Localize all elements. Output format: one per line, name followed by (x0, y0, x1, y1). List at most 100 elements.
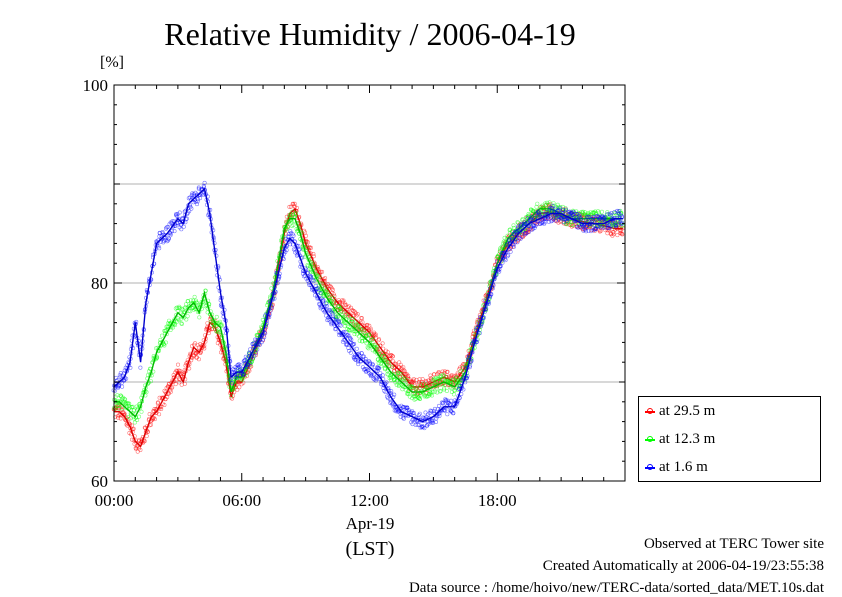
data-point (410, 417, 415, 422)
data-point (144, 434, 149, 439)
data-point (127, 401, 132, 406)
data-point (399, 372, 404, 377)
data-point (430, 389, 435, 394)
data-point (579, 224, 584, 229)
data-point (179, 306, 184, 311)
data-point (577, 224, 582, 229)
data-point (603, 225, 608, 230)
data-point (445, 412, 450, 417)
data-point (518, 236, 523, 241)
data-point (376, 366, 381, 371)
data-point (440, 401, 445, 406)
data-point (214, 314, 219, 319)
data-point (598, 228, 603, 233)
data-point (611, 219, 616, 224)
data-point (398, 414, 403, 419)
data-point (405, 391, 410, 396)
y-tick-label: 100 (83, 76, 109, 95)
data-point (298, 264, 303, 269)
data-point (120, 396, 125, 401)
data-point (333, 327, 338, 332)
data-point (502, 235, 507, 240)
data-point (375, 344, 380, 349)
data-point (341, 329, 346, 334)
data-point (334, 319, 339, 324)
data-point (592, 220, 597, 225)
data-point (377, 374, 382, 379)
legend-swatch-red (645, 406, 655, 418)
data-point (477, 331, 482, 336)
data-point (580, 209, 585, 214)
data-point (321, 298, 326, 303)
data-point (117, 384, 122, 389)
data-point (383, 359, 388, 364)
data-point (152, 417, 157, 422)
data-point (432, 389, 437, 394)
data-point (451, 379, 456, 384)
data-point (236, 363, 241, 368)
data-point (354, 313, 359, 318)
data-point (417, 396, 422, 401)
data-point (135, 417, 140, 422)
data-point (182, 381, 187, 386)
data-point (134, 319, 139, 324)
data-point (440, 372, 445, 377)
data-point (179, 227, 184, 232)
data-point (357, 338, 362, 343)
data-point (330, 287, 335, 292)
series-points (112, 200, 625, 425)
data-point (506, 253, 511, 258)
data-point (578, 218, 583, 223)
data-point (394, 382, 399, 387)
data-point (603, 228, 608, 233)
data-point (350, 346, 355, 351)
data-point (438, 389, 443, 394)
data-point (455, 375, 460, 380)
data-point (328, 293, 333, 298)
data-point (196, 343, 201, 348)
data-point (347, 334, 352, 339)
legend-swatch-green (645, 434, 655, 446)
data-point (165, 225, 170, 230)
data-point (615, 215, 620, 220)
data-point (434, 416, 439, 421)
data-point (313, 289, 318, 294)
data-point (248, 361, 253, 366)
data-point (535, 201, 540, 206)
data-point (132, 441, 137, 446)
data-point (168, 233, 173, 238)
data-point (179, 222, 184, 227)
data-point (598, 222, 603, 227)
legend-item-12-3m: at 12.3 m (645, 429, 715, 449)
data-point (230, 381, 235, 386)
data-point (363, 356, 368, 361)
data-point (537, 213, 542, 218)
data-point (191, 298, 196, 303)
data-point (608, 213, 613, 218)
data-point (128, 416, 133, 421)
data-point (449, 385, 454, 390)
data-point (571, 212, 576, 217)
data-point (311, 278, 316, 283)
data-point (609, 223, 614, 228)
data-point (594, 214, 599, 219)
data-point (384, 360, 389, 365)
data-point (326, 308, 331, 313)
data-point (374, 376, 379, 381)
data-point (346, 345, 351, 350)
data-point (584, 224, 589, 229)
data-point (387, 397, 392, 402)
data-point (338, 309, 343, 314)
x-axis-date-label: Apr-19 (345, 514, 395, 533)
data-point (393, 361, 398, 366)
data-point (187, 366, 192, 371)
data-point (195, 202, 200, 207)
data-point (382, 354, 387, 359)
data-point (181, 224, 186, 229)
data-point (432, 372, 437, 377)
data-point (193, 341, 198, 346)
footer-observed-site: Observed at TERC Tower site (643, 536, 824, 552)
data-point (202, 346, 207, 351)
data-point (304, 246, 309, 251)
data-point (323, 276, 328, 281)
